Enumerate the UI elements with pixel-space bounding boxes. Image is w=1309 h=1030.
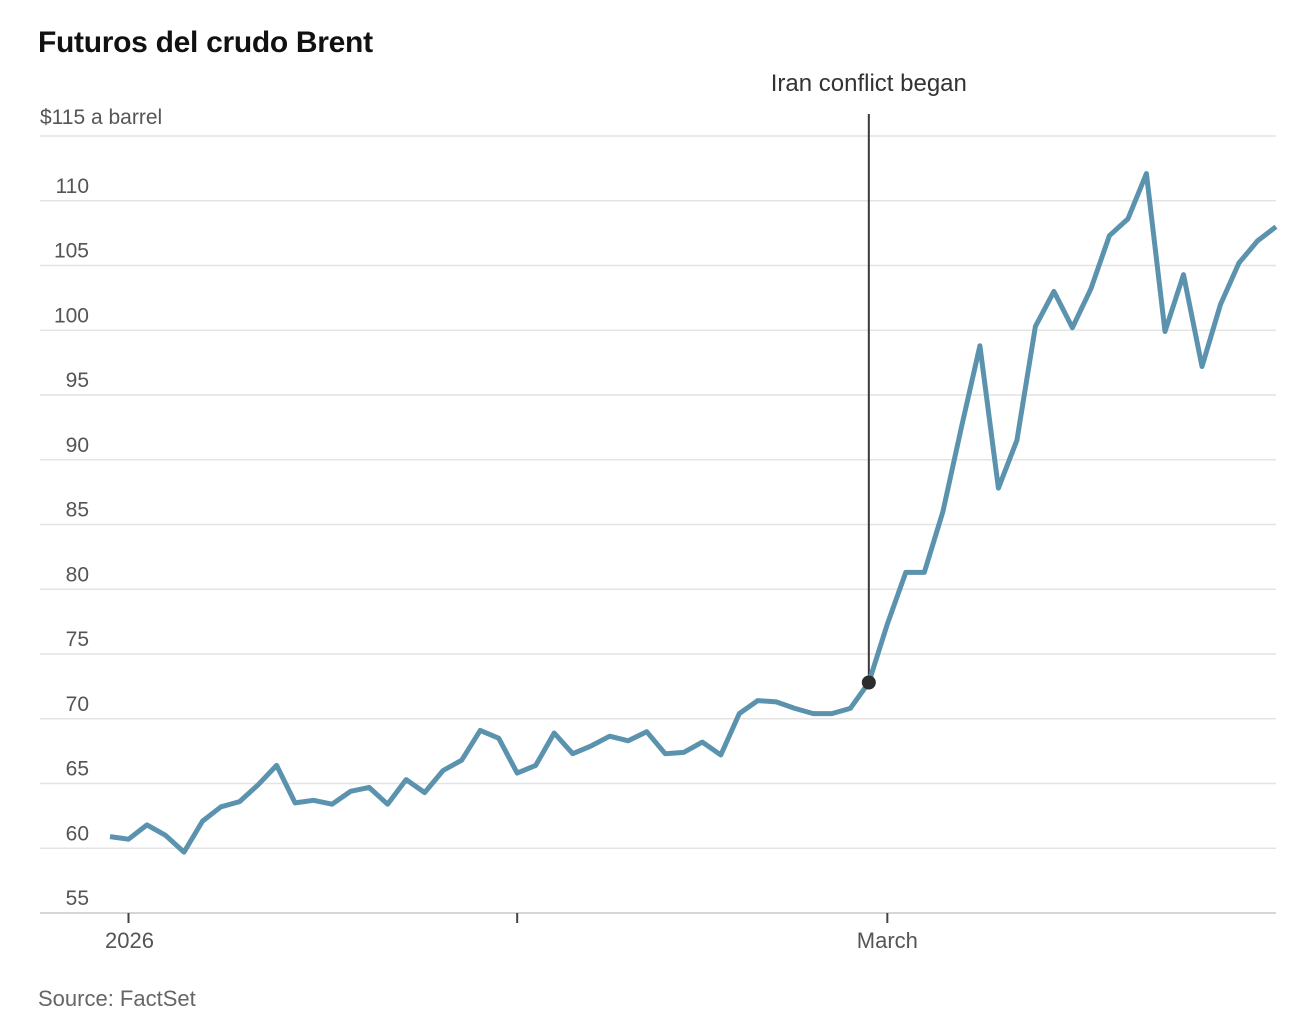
y-tick-label: 60 [66, 822, 89, 845]
chart-title: Futuros del crudo Brent [38, 26, 373, 59]
y-tick-label: 80 [66, 563, 89, 586]
y-tick-label: 65 [66, 758, 89, 781]
y-tick-label: 100 [54, 304, 89, 327]
y-tick-label: 110 [56, 175, 89, 198]
event-dot [861, 675, 876, 690]
x-axis-label-march: March [856, 928, 918, 953]
y-tick-label: 85 [66, 499, 89, 522]
x-axis-label-2026: 2026 [105, 928, 154, 953]
price-line [109, 171, 1278, 855]
y-tick-label: 90 [66, 434, 89, 457]
annotation-label: Iran conflict began [770, 70, 967, 97]
y-tick-label: 70 [66, 693, 89, 716]
y-tick-label: 75 [66, 628, 89, 651]
y-tick-label: 105 [54, 240, 89, 263]
y-axis-unit-label: $115 a barrel [40, 106, 163, 129]
y-tick-label: 95 [66, 369, 89, 392]
source-credit: Source: FactSet [38, 986, 196, 1011]
y-tick-label: 55 [66, 887, 89, 910]
